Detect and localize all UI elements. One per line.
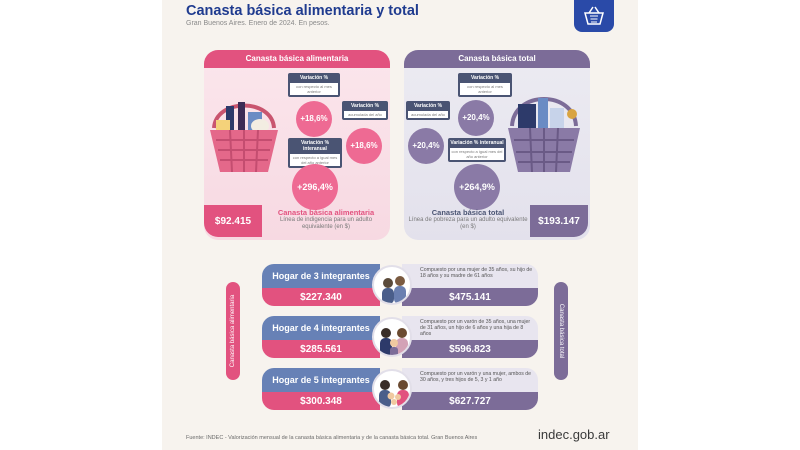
panel-heading: Canasta básica total [404,50,590,68]
side-label-alimentaria: Canasta básica alimentaria [226,282,240,380]
hogar-cba-value: $227.340 [262,288,380,306]
var-mensual-label: Variación % con respecto al mes anterior [288,73,340,97]
hogar-cbt-value: $475.141 [402,288,538,306]
var-acumulada-label: Variación % acumulada del año [406,101,450,120]
var-mensual-value: +20,4% [458,100,494,136]
hogar-title: Hogar de 5 integrantes [262,368,380,392]
hogar-card: Hogar de 4 integrantes $285.561 Compuest… [262,316,538,358]
hogar-description: Compuesto por un varón de 35 años, una m… [402,316,538,340]
cba-caption: Canasta básica alimentaria Línea de indi… [277,208,375,230]
var-acumulada-value: +20,4% [408,128,444,164]
source-footer: Fuente: INDEC - Valorización mensual de … [186,435,478,441]
var-mensual-value: +18,6% [296,101,332,137]
side-label-total: Canasta básica total [554,282,568,380]
food-basket-illustration [210,102,278,173]
var-interanual-label: Variación % interanual con respecto a ig… [288,138,342,168]
family-avatar-icon [372,369,412,409]
hogar-cbt-value: $627.727 [402,392,538,410]
var-acumulada-label: Variación % acumulada del año [342,101,388,120]
hogar-title: Hogar de 3 integrantes [262,264,380,288]
hogar-title: Hogar de 4 integrantes [262,316,380,340]
var-acumulada-value: +18,6% [346,128,382,164]
panel-heading: Canasta básica alimentaria [204,50,390,68]
hogar-cbt-value: $596.823 [402,340,538,358]
family-avatar-icon [372,265,412,305]
basket-logo-icon [574,0,614,32]
var-interanual-value: +264,9% [454,164,500,210]
cbt-price: $193.147 [530,205,588,237]
hogar-description: Compuesto por un varón y una mujer, ambo… [402,368,538,392]
hogar-card: Hogar de 3 integrantes $227.340 Compuest… [262,264,538,306]
page-subtitle: Gran Buenos Aires. Enero de 2024. En pes… [186,20,330,27]
var-mensual-label: Variación % con respecto al mes anterior [458,73,512,97]
total-basket-illustration [508,97,580,173]
family-avatar-icon [372,317,412,357]
hogar-description: Compuesto por una mujer de 35 años, su h… [402,264,538,288]
hogar-cba-value: $285.561 [262,340,380,358]
infographic: Canasta básica alimentaria y total Gran … [162,0,638,450]
page-title: Canasta básica alimentaria y total [186,3,419,19]
hogar-card: Hogar de 5 integrantes $300.348 Compuest… [262,368,538,410]
indec-brand: indec.gob.ar [538,427,610,442]
var-interanual-value: +296,4% [292,164,338,210]
hogar-cba-value: $300.348 [262,392,380,410]
cbt-caption: Canasta básica total Línea de pobreza pa… [408,208,528,230]
cba-price: $92.415 [204,205,262,237]
var-interanual-label: Variación % interanual con respecto a ig… [448,138,506,162]
